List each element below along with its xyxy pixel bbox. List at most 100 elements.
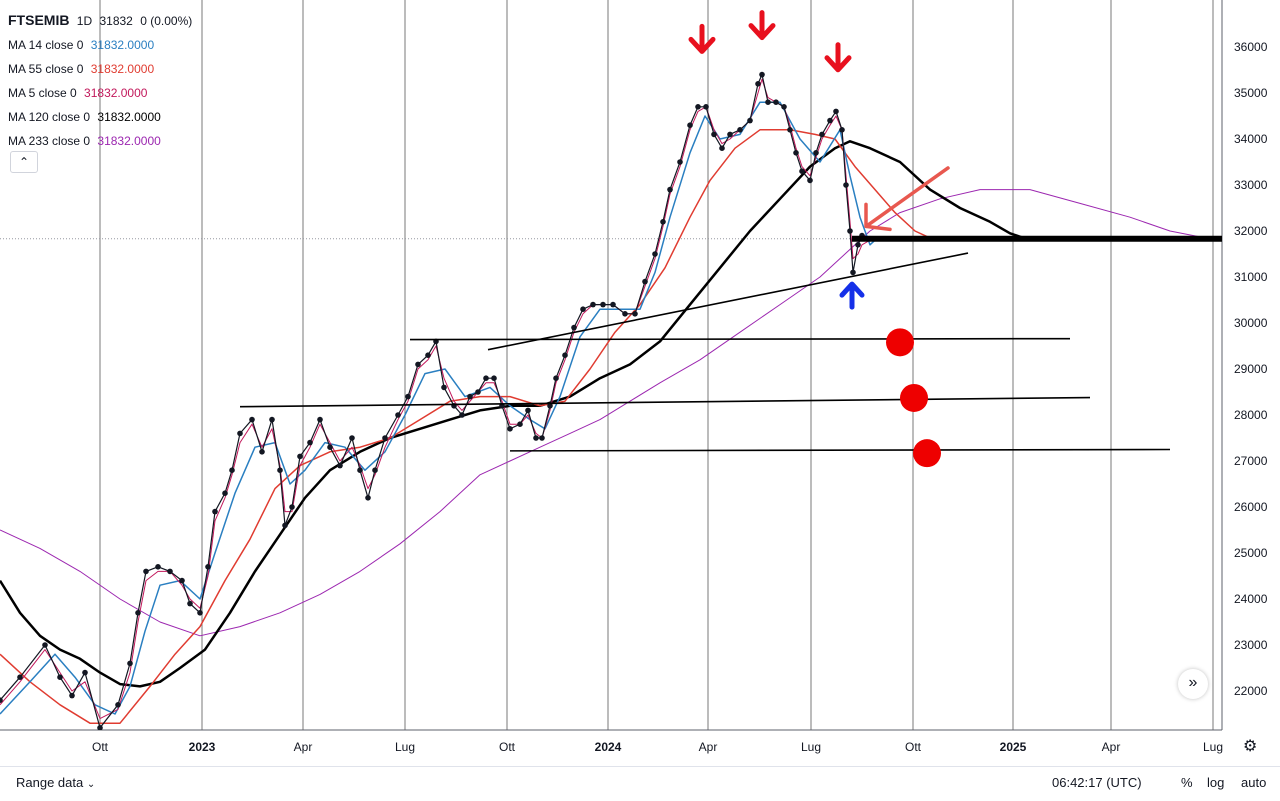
price-point <box>289 504 295 510</box>
price-chart[interactable]: Ott 2023 Apr Lug Ott 2024 Apr Lug Ott 2025 Apr Lug 2… <box>0 0 1280 766</box>
percent-toggle[interactable]: % <box>1181 775 1193 790</box>
interval-label[interactable]: 1D <box>76 14 93 28</box>
ma233-line <box>0 189 1206 637</box>
price-point <box>765 99 771 105</box>
y-tick-label: 32000 <box>1234 224 1268 238</box>
y-tick-label: 36000 <box>1234 40 1268 54</box>
price-point <box>382 435 388 441</box>
y-tick-label: 26000 <box>1234 500 1268 514</box>
legend-collapse-button[interactable]: ⌃ <box>10 151 38 173</box>
price-point <box>415 361 421 368</box>
legend-ma233[interactable]: MA 233 close 0 31832.0000 <box>8 129 196 153</box>
x-tick-label: Ott <box>499 740 516 754</box>
price-point <box>237 430 243 437</box>
price-point <box>843 182 849 188</box>
ma14-line <box>0 101 876 715</box>
price-point <box>850 269 856 276</box>
price-point <box>143 568 149 575</box>
price-point <box>737 127 743 133</box>
price-point <box>539 435 545 441</box>
legend-ma14[interactable]: MA 14 close 0 31832.0000 <box>8 33 196 57</box>
price-point <box>677 159 683 165</box>
price-point <box>441 384 447 391</box>
price-point <box>787 127 793 133</box>
price-point <box>405 393 411 400</box>
ma120-line <box>0 140 1031 688</box>
y-tick-label: 22000 <box>1234 684 1268 698</box>
y-tick-label: 35000 <box>1234 86 1268 100</box>
price-point <box>115 702 121 708</box>
ma233-label: MA 233 close 0 <box>8 134 91 148</box>
auto-toggle[interactable]: auto <box>1241 775 1267 790</box>
price-point <box>667 186 673 193</box>
price-point <box>847 228 853 234</box>
chevron-down-icon: ⌄ <box>86 779 96 790</box>
trendline <box>487 252 969 351</box>
price-point <box>425 352 431 359</box>
price-point <box>155 564 161 570</box>
price-point <box>839 127 845 133</box>
x-tick-label: Apr <box>699 740 718 754</box>
x-tick-label: Apr <box>294 740 313 754</box>
price-point <box>269 416 275 423</box>
scroll-to-realtime-button[interactable]: » <box>1178 669 1208 699</box>
price-point <box>82 669 88 676</box>
clock-time[interactable]: 06:42:17 (UTC) <box>1052 775 1142 790</box>
price-point <box>491 375 497 382</box>
price-point <box>167 568 173 575</box>
price-point <box>0 697 3 703</box>
log-toggle[interactable]: log <box>1207 775 1225 790</box>
gear-icon[interactable]: ⚙ <box>1243 738 1258 755</box>
ma5-label: MA 5 close 0 <box>8 86 77 100</box>
plot-area <box>0 10 1222 730</box>
price-point <box>727 131 733 138</box>
price-point <box>755 81 761 87</box>
price-point <box>525 407 531 414</box>
bottom-toolbar: Range data ⌄ 06:42:17 (UTC) % log auto <box>0 766 1280 801</box>
price-point <box>97 725 103 730</box>
price-point <box>69 692 75 699</box>
red-dot-marker <box>900 383 928 412</box>
legend-ma5[interactable]: MA 5 close 0 31832.0000 <box>8 81 196 105</box>
price-point <box>703 104 709 110</box>
symbol-name[interactable]: FTSEMIB <box>8 12 70 28</box>
price-point <box>600 301 606 308</box>
y-tick-label: 34000 <box>1234 132 1268 146</box>
legend-ma120[interactable]: MA 120 close 0 31832.0000 <box>8 105 196 129</box>
trendline <box>509 448 1171 452</box>
x-tick-label: 2024 <box>595 740 622 754</box>
price-point <box>17 674 23 680</box>
price-point <box>42 642 48 648</box>
ma55-label: MA 55 close 0 <box>8 62 84 76</box>
y-tick-label: 23000 <box>1234 638 1268 652</box>
price-point <box>562 352 568 359</box>
chevron-up-icon: ⌃ <box>18 155 30 169</box>
y-tick-label: 29000 <box>1234 362 1268 376</box>
price-point <box>799 168 805 174</box>
red-dot-marker <box>913 439 941 468</box>
y-tick-label: 33000 <box>1234 178 1268 192</box>
range-data-button[interactable]: Range data ⌄ <box>16 775 95 790</box>
price-point <box>632 311 638 317</box>
up-arrow-icon <box>839 281 865 310</box>
price-point <box>819 131 825 138</box>
chart-legend: FTSEMIB 1D 31832 0 (0.00%) MA 14 close 0… <box>8 8 196 153</box>
y-tick-label: 28000 <box>1234 408 1268 422</box>
legend-ma55[interactable]: MA 55 close 0 31832.0000 <box>8 57 196 81</box>
price-point <box>459 412 465 418</box>
price-point <box>660 219 666 225</box>
trendline <box>409 337 1071 341</box>
price-point <box>467 393 473 400</box>
ma5-line <box>0 78 871 720</box>
price-point <box>212 508 218 515</box>
trendline <box>239 396 1091 408</box>
price-point <box>317 416 323 423</box>
down-arrow-icon <box>748 10 776 41</box>
price-point <box>580 306 586 313</box>
ma120-value: 31832.0000 <box>97 110 161 124</box>
price-point <box>127 660 133 667</box>
price-point <box>349 435 355 441</box>
price-point <box>747 117 753 124</box>
price-point <box>222 490 228 497</box>
price-point <box>277 467 283 474</box>
